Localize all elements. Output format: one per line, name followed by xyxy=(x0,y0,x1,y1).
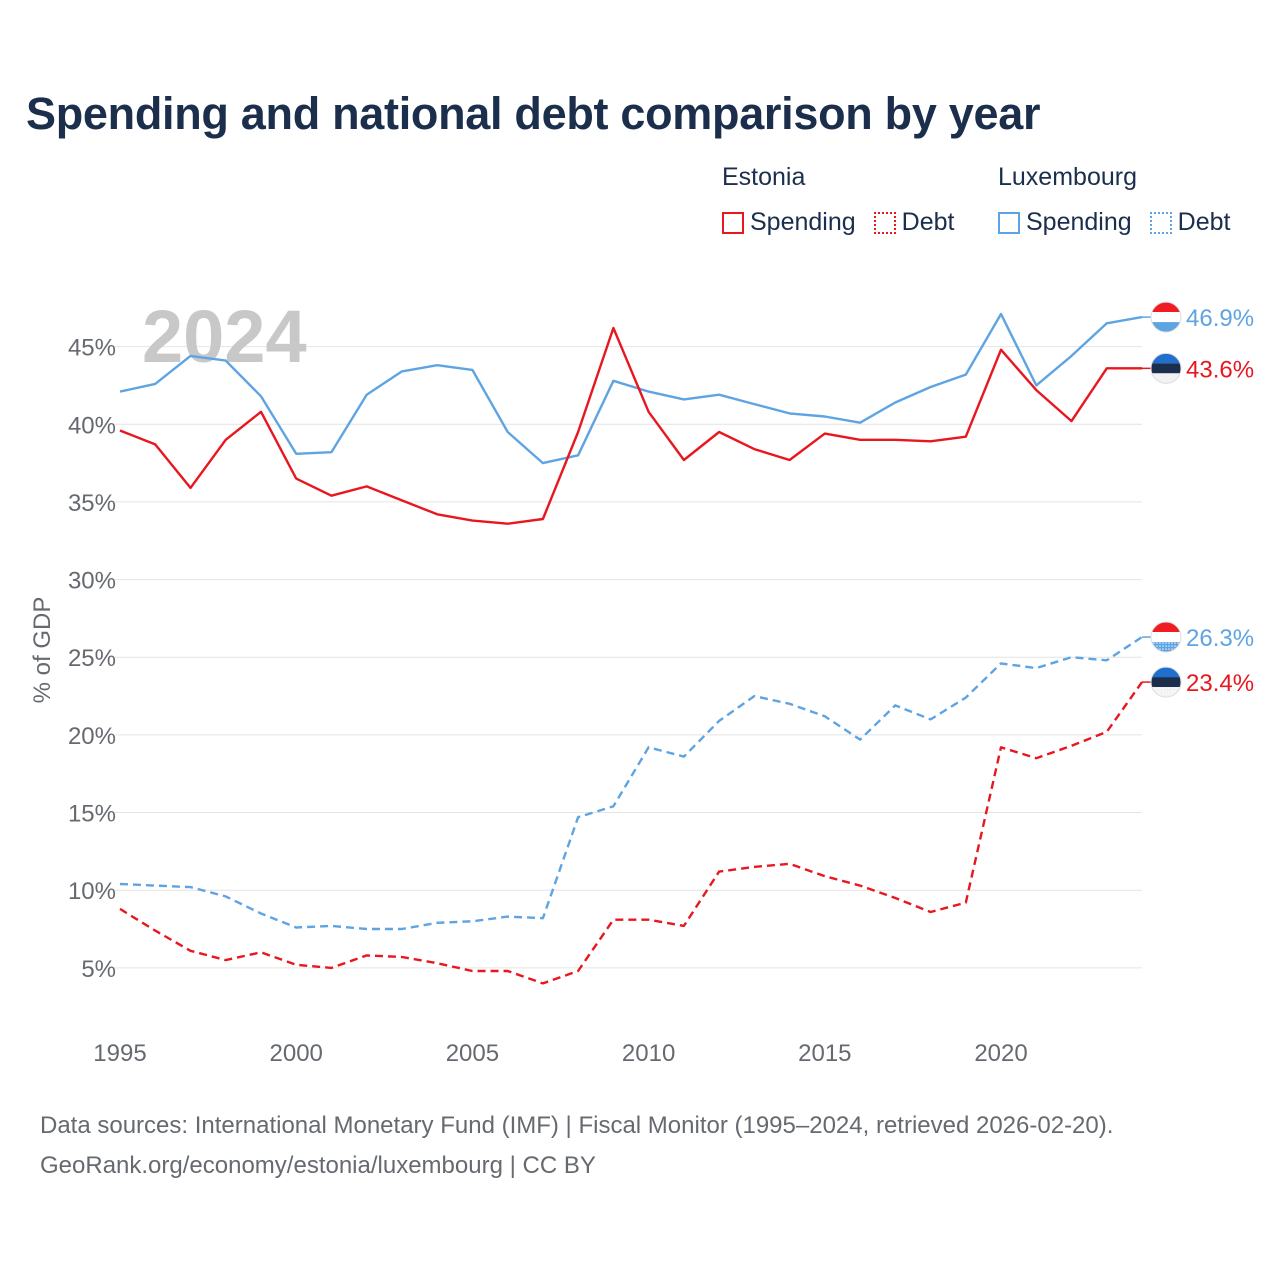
footer: Data sources: International Monetary Fun… xyxy=(40,1106,1113,1186)
x-tick-label: 2010 xyxy=(622,1040,675,1067)
legend-estonia-debt[interactable]: Debt xyxy=(873,208,955,237)
estonia-flag-icon xyxy=(1150,666,1182,698)
y-tick-label: 40% xyxy=(68,412,116,439)
legend-country-luxembourg: Luxembourg xyxy=(998,163,1137,191)
legend-group-estonia: Estonia Spending Debt xyxy=(722,163,972,237)
y-axis-ticks: 5% 10% 15% 20% 25% 30% 35% 40% 45% xyxy=(68,335,116,983)
legend-swatch-solid xyxy=(998,211,1020,234)
y-tick-label: 25% xyxy=(68,645,116,672)
legend-estonia-spending[interactable]: Spending xyxy=(722,208,856,237)
footer-attribution[interactable]: GeoRank.org/economy/estonia/luxembourg |… xyxy=(40,1152,596,1179)
series-lines xyxy=(119,312,1143,985)
legend-label: Spending xyxy=(750,208,856,236)
y-tick-label: 30% xyxy=(68,568,116,595)
legend-label: Debt xyxy=(901,208,955,236)
legend-group-luxembourg: Luxembourg Spending Debt xyxy=(998,163,1230,237)
chart-title: Spending and national debt comparison by… xyxy=(26,88,1041,139)
year-watermark: 2024 xyxy=(142,295,307,378)
y-tick-label: 15% xyxy=(68,801,116,828)
legend-label: Debt xyxy=(1177,208,1231,236)
luxembourg-flag-icon xyxy=(1150,301,1182,333)
estonia-flag-icon xyxy=(1150,352,1182,384)
end-value-label: 43.6% xyxy=(1186,356,1254,383)
end-labels: 46.9% 43.6% 26.3% 23.4% xyxy=(1142,301,1254,698)
y-tick-label: 35% xyxy=(68,490,116,517)
x-tick-label: 1995 xyxy=(93,1040,146,1067)
end-value-label: 46.9% xyxy=(1186,305,1254,332)
y-tick-label: 45% xyxy=(68,335,116,362)
y-axis-label: % of GDP xyxy=(29,597,56,704)
legend-swatch-dotted xyxy=(1149,211,1172,234)
luxembourg-flag-icon xyxy=(1150,621,1182,653)
series-line-luxembourg-debt[interactable] xyxy=(119,635,1143,931)
footer-sources: Data sources: International Monetary Fun… xyxy=(40,1112,1114,1139)
x-axis-ticks: 1995 2000 2005 2010 2015 2020 xyxy=(93,1040,1027,1067)
x-tick-label: 2000 xyxy=(270,1040,323,1067)
x-tick-label: 2015 xyxy=(798,1040,851,1067)
legend-swatch-solid xyxy=(722,211,744,234)
gridlines xyxy=(115,346,1142,969)
legend-swatch-dotted xyxy=(873,211,896,234)
y-tick-label: 20% xyxy=(68,723,116,750)
series-line-luxembourg-spending[interactable] xyxy=(119,312,1143,465)
end-value-label: 26.3% xyxy=(1186,625,1254,652)
legend-luxembourg-spending[interactable]: Spending xyxy=(998,208,1132,237)
y-tick-label: 10% xyxy=(68,878,116,905)
series-line-estonia-spending[interactable] xyxy=(119,326,1142,525)
series-line-estonia-debt[interactable] xyxy=(119,681,1143,985)
x-tick-label: 2005 xyxy=(446,1040,499,1067)
legend-label: Spending xyxy=(1026,208,1132,236)
y-tick-label: 5% xyxy=(81,956,116,983)
end-value-label: 23.4% xyxy=(1186,670,1254,697)
legend-country-estonia: Estonia xyxy=(722,163,806,191)
legend-luxembourg-debt[interactable]: Debt xyxy=(1149,208,1231,237)
x-tick-label: 2020 xyxy=(974,1040,1027,1067)
